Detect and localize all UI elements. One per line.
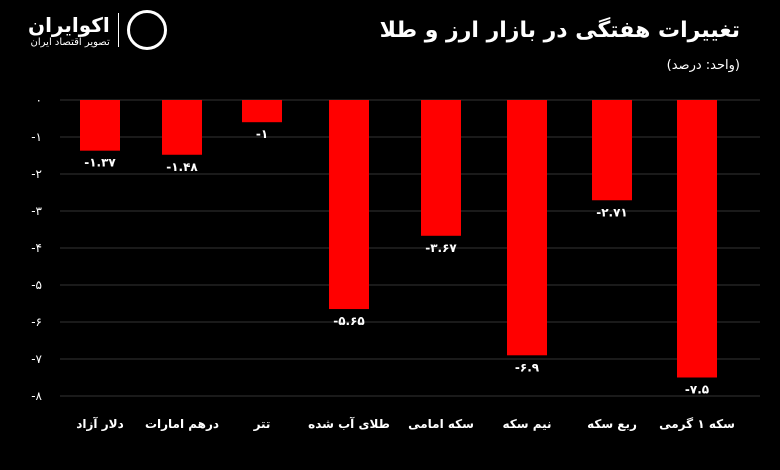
logo-name: اکوایران [28, 12, 110, 37]
category-label: درهم امارات [145, 417, 219, 431]
data-label: -۱ [256, 127, 268, 141]
bar [421, 100, 461, 236]
category-label: سکه امامی [408, 417, 474, 431]
category-label: طلای آب شده [308, 416, 390, 431]
logo-icon [126, 10, 167, 50]
bar [592, 100, 632, 201]
y-tick-label: -۳ [31, 204, 42, 218]
bar [677, 100, 717, 378]
bar [507, 100, 547, 356]
category-label: تتر [253, 417, 271, 431]
data-label: -۶.۹ [515, 360, 540, 374]
y-tick-label: ۰ [36, 93, 42, 107]
chart-title: تغییرات هفتگی در بازار ارز و طلا [379, 18, 740, 43]
y-tick-label: -۲ [31, 167, 42, 181]
y-tick-label: -۵ [31, 278, 42, 292]
category-label: دلار آزاد [76, 416, 123, 431]
data-label: -۵.۶۵ [333, 314, 365, 328]
data-label: -۱.۴۸ [166, 160, 198, 174]
bar [242, 100, 282, 123]
data-label: -۳.۶۷ [425, 241, 457, 255]
chart-unit: (واحد: درصد) [666, 58, 740, 73]
bar [80, 100, 120, 151]
bar [329, 100, 369, 310]
category-label: ربع سکه [587, 417, 637, 431]
y-tick-label: -۴ [31, 241, 42, 255]
bar [162, 100, 202, 155]
data-label: -۱.۳۷ [84, 156, 116, 170]
data-label: -۷.۵ [685, 383, 709, 397]
logo-tagline: تصویر اقتصاد ایران [30, 36, 110, 48]
y-tick-label: -۶ [31, 315, 42, 329]
category-label: نیم سکه [502, 417, 551, 431]
data-label: -۲.۷۱ [596, 205, 628, 219]
y-tick-label: -۱ [31, 130, 42, 144]
y-tick-label: -۸ [31, 389, 42, 403]
y-tick-label: -۷ [31, 352, 42, 366]
logo: اکوایران تصویر اقتصاد ایران [28, 10, 167, 50]
category-label: سکه ۱ گرمی [659, 417, 735, 431]
